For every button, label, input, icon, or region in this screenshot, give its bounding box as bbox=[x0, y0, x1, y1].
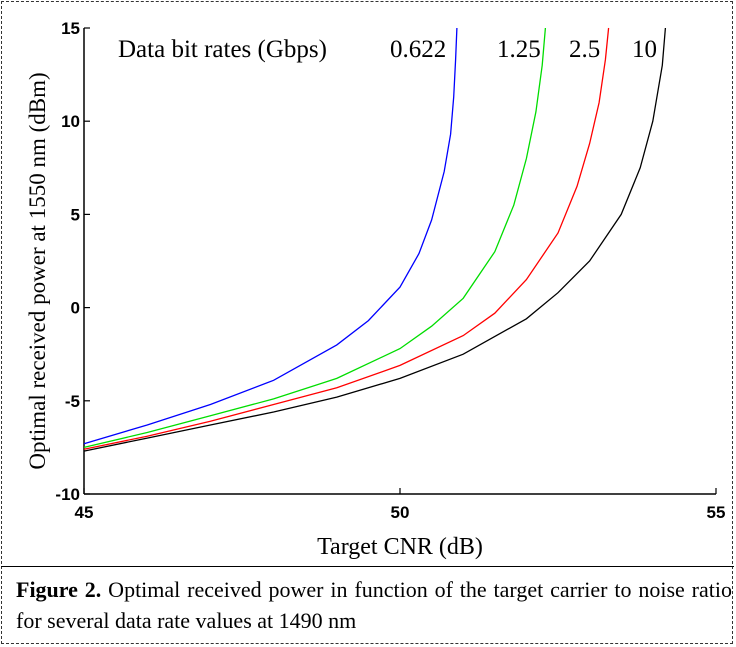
series-line-10 bbox=[83, 27, 667, 452]
y-tick-label: -5 bbox=[65, 392, 80, 411]
y-tick-label: 10 bbox=[61, 112, 80, 131]
y-tick-label: -10 bbox=[55, 485, 80, 504]
figure-caption: Figure 2. Optimal received power in func… bbox=[16, 574, 732, 636]
y-tick-label: 5 bbox=[71, 205, 80, 224]
x-tick-label: 55 bbox=[707, 503, 726, 522]
y-tick-label: 15 bbox=[61, 19, 80, 38]
series-label-10: 10 bbox=[632, 36, 657, 63]
x-tick-label: 50 bbox=[391, 503, 410, 522]
chart-axes bbox=[83, 27, 717, 495]
legend-title: Data bit rates (Gbps) bbox=[118, 36, 327, 63]
series-line-0-622 bbox=[83, 27, 458, 445]
caption-divider bbox=[1, 566, 734, 567]
figure-caption-text: Optimal received power in function of th… bbox=[16, 577, 732, 633]
line-chart: 45 50 55 -10 -5 0 5 10 15 Target CNR (dB) Optimal … bbox=[25, 19, 725, 560]
figure-caption-label: Figure 2. bbox=[16, 577, 102, 602]
chart-series bbox=[83, 27, 667, 452]
y-tick-label: 0 bbox=[71, 299, 80, 318]
series-label-1-25: 1.25 bbox=[497, 36, 541, 63]
chart-labels: 45 50 55 -10 -5 0 5 10 15 Target CNR (dB) Optimal … bbox=[25, 19, 725, 560]
y-axis-label: Optimal received power at 1550 nm (dBm) bbox=[25, 72, 50, 469]
series-line-1-25 bbox=[83, 27, 547, 449]
series-label-2-5: 2.5 bbox=[569, 36, 600, 63]
x-axis-label: Target CNR (dB) bbox=[317, 534, 483, 560]
x-tick-label: 45 bbox=[75, 503, 94, 522]
series-line-2-5 bbox=[83, 27, 610, 450]
series-label-0-622: 0.622 bbox=[390, 36, 446, 63]
